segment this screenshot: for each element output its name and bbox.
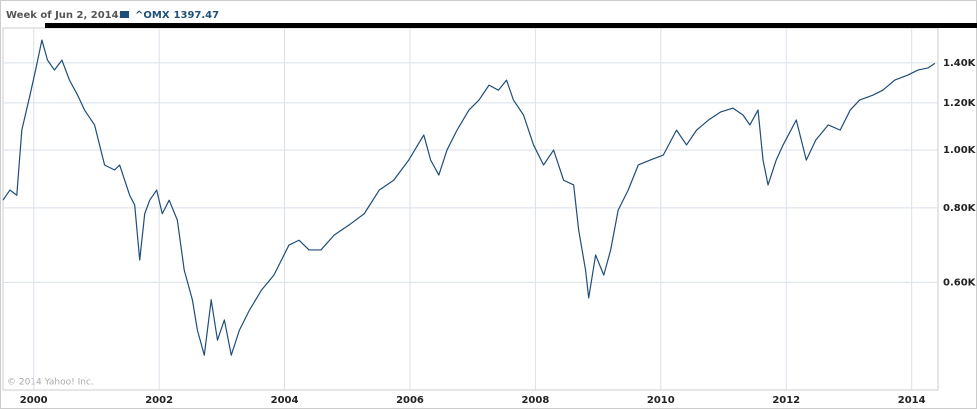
x-tick-label: 2000	[20, 395, 48, 406]
x-tick-label: 2008	[521, 395, 549, 406]
top-bar	[45, 23, 977, 28]
legend-label: ^OMX	[135, 10, 170, 21]
x-tick-label: 2006	[396, 395, 424, 406]
y-tick-label: 1.20K	[943, 98, 977, 109]
y-tick-label: 0.80K	[943, 203, 977, 214]
x-tick-label: 2010	[647, 395, 675, 406]
legend-swatch	[120, 11, 129, 18]
header: Week of Jun 2, 2014:	[6, 10, 123, 21]
y-tick-label: 1.00K	[943, 145, 977, 156]
x-tick-label: 2004	[271, 395, 299, 406]
x-tick-label: 2012	[772, 395, 800, 406]
copyright: © 2014 Yahoo! Inc.	[7, 378, 94, 388]
last-value: 1397.47	[174, 10, 220, 21]
price-line	[2, 39, 936, 356]
x-tick-label: 2014	[898, 395, 926, 406]
x-tick-label: 2002	[145, 395, 173, 406]
y-tick-label: 0.60K	[943, 277, 977, 288]
y-tick-label: 1.40K	[943, 58, 977, 69]
